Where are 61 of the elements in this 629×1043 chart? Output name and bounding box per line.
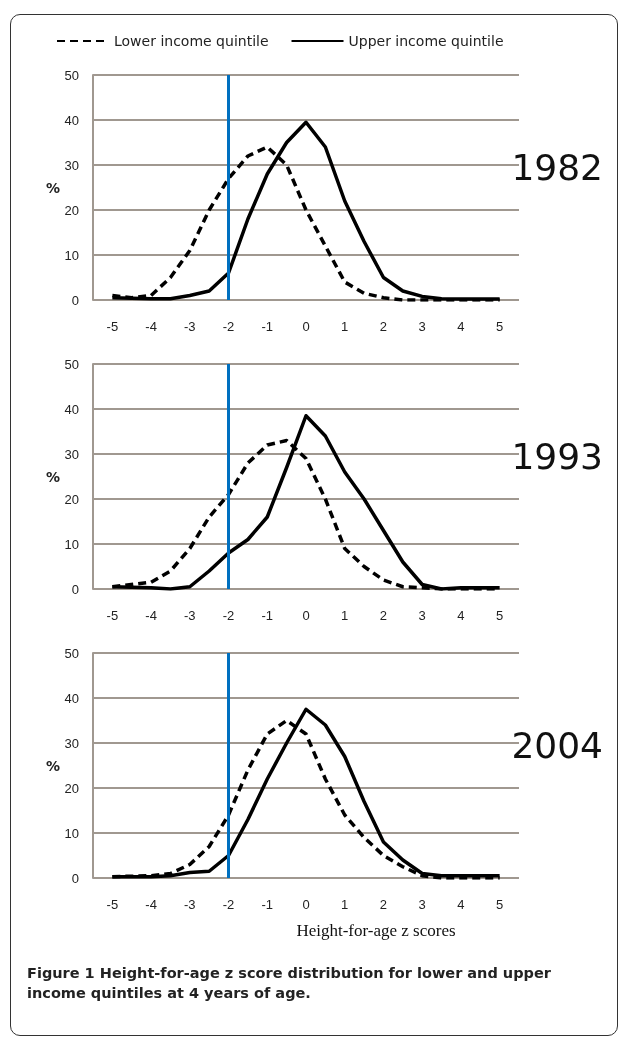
y-axis-title: % [46, 468, 61, 485]
caption: Figure 1 Height-for-age z score distribution for lower and upper income quintiles at 4 years of age. [26, 964, 552, 1003]
x-tick-label: 4 [457, 319, 465, 334]
y-tick-label: 0 [71, 581, 79, 597]
x-tick-label: -1 [261, 897, 274, 912]
x-tick-label: 5 [496, 319, 504, 334]
x-tick-label: 3 [418, 608, 426, 623]
x-tick-label: -5 [106, 897, 119, 912]
x-tick-label: 5 [496, 608, 504, 623]
x-tick-label: -4 [145, 897, 157, 912]
legend-label: Upper income quintile [348, 33, 504, 49]
y-tick-label: 30 [64, 735, 79, 751]
x-tick-label: 1 [341, 897, 349, 912]
y-tick-label: 40 [64, 112, 79, 128]
x-tick-label: -1 [261, 608, 274, 623]
x-tick-label: 1 [341, 608, 349, 623]
x-tick-label: 2 [379, 897, 388, 912]
annotation: 1993 [511, 435, 604, 477]
y-tick-label: 50 [64, 645, 79, 661]
y-tick-label: 30 [64, 157, 79, 173]
x-tick-label: 0 [302, 608, 310, 623]
x-tick-label: -2 [222, 319, 235, 334]
annotation: 2004 [511, 724, 604, 766]
x-tick-label: -2 [222, 897, 235, 912]
x-tick-label: -5 [106, 608, 119, 623]
y-axis-title: % [46, 179, 61, 196]
y-tick-label: 50 [64, 356, 79, 372]
x-tick-label: 5 [496, 897, 504, 912]
x-tick-label: -5 [106, 319, 119, 334]
y-tick-label: 20 [64, 491, 79, 507]
y-tick-label: 0 [71, 292, 79, 308]
legend-label: Lower income quintile [114, 33, 269, 49]
annotation: 1982 [511, 146, 604, 188]
x-tick-label: 4 [457, 897, 465, 912]
y-tick-label: 30 [64, 446, 79, 462]
x-tick-label: 2 [379, 319, 388, 334]
x-axis-title: Height-for-age z scores [296, 921, 456, 940]
x-tick-label: -4 [145, 608, 157, 623]
y-tick-label: 10 [64, 247, 79, 263]
x-tick-label: 1 [341, 319, 349, 334]
x-tick-label: -3 [184, 319, 196, 334]
x-tick-label: 0 [302, 319, 310, 334]
x-tick-label: 2 [379, 608, 388, 623]
x-tick-label: -4 [145, 319, 157, 334]
x-tick-label: -1 [261, 319, 274, 334]
x-tick-label: -2 [222, 608, 235, 623]
y-axis-title: % [46, 757, 61, 774]
y-tick-label: 40 [64, 690, 79, 706]
y-tick-label: 10 [64, 825, 79, 841]
y-tick-label: 20 [64, 202, 79, 218]
y-tick-label: 50 [64, 67, 79, 83]
x-tick-label: 4 [457, 608, 465, 623]
x-tick-label: 3 [418, 319, 426, 334]
x-tick-label: -3 [184, 608, 196, 623]
x-tick-label: -3 [184, 897, 196, 912]
y-tick-label: 40 [64, 401, 79, 417]
x-tick-label: 3 [418, 897, 426, 912]
x-tick-label: 0 [302, 897, 310, 912]
y-tick-label: 20 [64, 780, 79, 796]
y-tick-label: 10 [64, 536, 79, 552]
y-tick-label: 0 [71, 870, 79, 886]
